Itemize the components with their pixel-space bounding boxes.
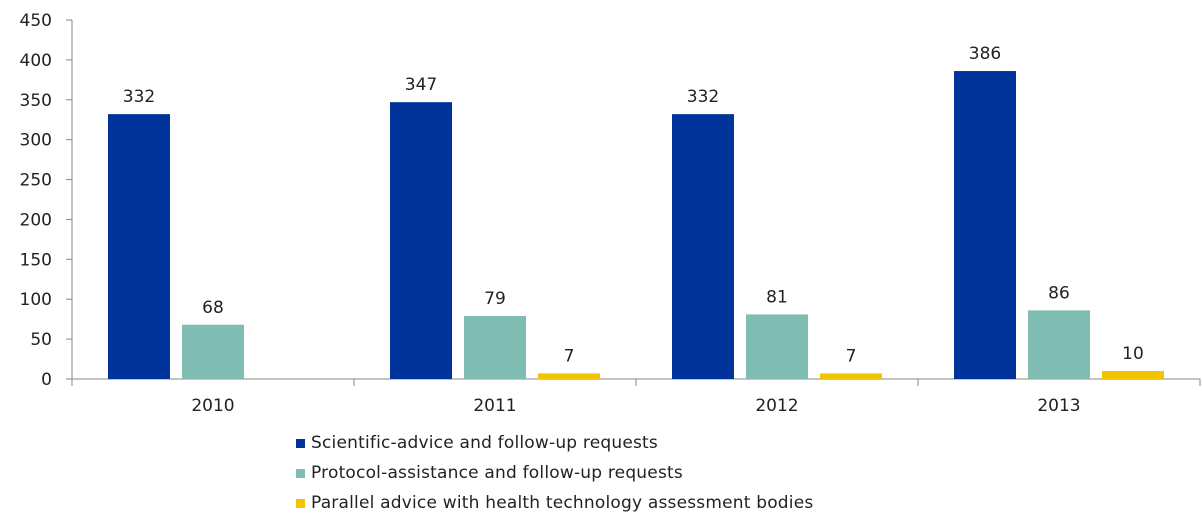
bar (538, 373, 600, 379)
y-tick-label: 150 (20, 250, 52, 270)
data-label: 81 (766, 287, 788, 307)
y-tick-label: 0 (41, 370, 52, 390)
legend-label-scientific-advice: Scientific-advice and follow-up requests (311, 433, 658, 453)
data-label: 347 (405, 75, 437, 95)
legend-label-parallel-advice: Parallel advice with health technology a… (311, 493, 814, 513)
data-labels: 332 347 332 386 68 79 81 86 7 7 10 (123, 44, 1144, 366)
bar (182, 324, 244, 379)
y-tick-label: 50 (30, 330, 52, 350)
bar (746, 314, 808, 379)
x-tick-label: 2012 (755, 396, 798, 416)
y-tick-label: 450 (20, 11, 52, 31)
y-tick-label: 350 (20, 91, 52, 111)
y-tick-label: 400 (20, 51, 52, 71)
bar (464, 315, 526, 379)
legend-item-scientific-advice: Scientific-advice and follow-up requests (296, 428, 813, 458)
legend: Scientific-advice and follow-up requests… (296, 428, 813, 518)
data-label: 68 (202, 298, 224, 318)
data-label: 7 (846, 346, 857, 366)
bar (108, 114, 170, 379)
legend-swatch-scientific-advice (296, 438, 305, 448)
y-tick-label: 100 (20, 290, 52, 310)
x-tick-label: 2013 (1037, 396, 1080, 416)
bar (820, 373, 882, 379)
axes: 0 50 100 150 200 250 300 350 400 450 2010 2011 2012 2… (20, 11, 1201, 416)
bar (1102, 371, 1164, 379)
data-label: 386 (969, 44, 1001, 64)
y-tick-label: 250 (20, 171, 52, 191)
bar (390, 102, 452, 379)
bar (672, 114, 734, 379)
legend-label-protocol-assistance: Protocol-assistance and follow-up reques… (311, 463, 683, 483)
x-tick-label: 2011 (473, 396, 516, 416)
data-label: 332 (123, 87, 155, 107)
bars (108, 71, 1164, 380)
data-label: 332 (687, 87, 719, 107)
bar (1028, 310, 1090, 379)
legend-item-parallel-advice: Parallel advice with health technology a… (296, 488, 813, 518)
legend-swatch-parallel-advice (296, 498, 305, 508)
data-label: 86 (1048, 283, 1070, 303)
legend-item-protocol-assistance: Protocol-assistance and follow-up reques… (296, 458, 813, 488)
y-tick-label: 200 (20, 210, 52, 230)
data-label: 10 (1122, 344, 1144, 364)
x-tick-label: 2010 (191, 396, 234, 416)
data-label: 7 (564, 346, 575, 366)
legend-swatch-protocol-assistance (296, 468, 305, 478)
y-tick-label: 300 (20, 131, 52, 151)
data-label: 79 (484, 289, 506, 309)
bar (954, 71, 1016, 380)
